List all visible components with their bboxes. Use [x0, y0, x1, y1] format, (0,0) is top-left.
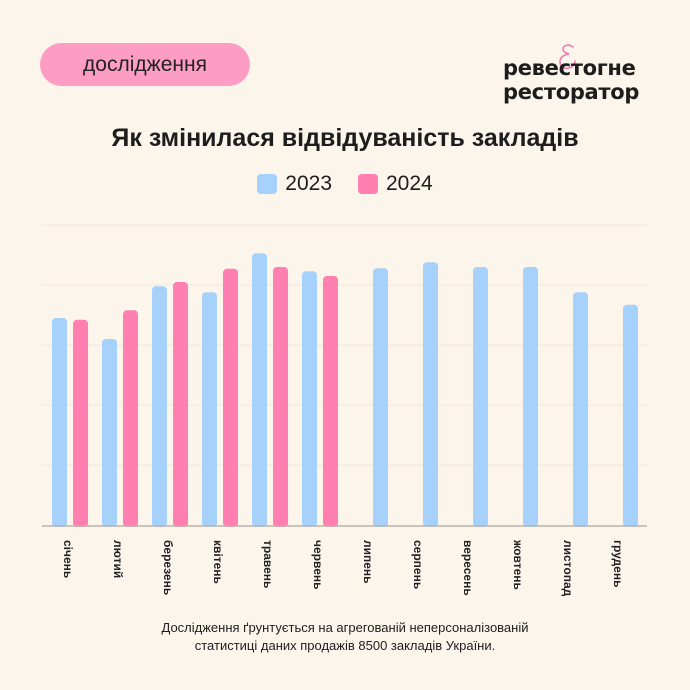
x-tick-label: січень	[61, 540, 75, 578]
footnote-line2: статистиці даних продажів 8500 закладів …	[194, 638, 496, 653]
bar-2023-7	[373, 268, 388, 527]
bar-2023-1	[52, 318, 67, 527]
legend-item-2023: 2023	[257, 172, 332, 196]
x-tick-label: серпень	[411, 540, 425, 589]
logo: ревестогне ресторатор	[503, 44, 640, 104]
bar-2023-10	[523, 267, 538, 527]
x-tick-label: квітень	[211, 540, 225, 584]
bar-2024-4	[223, 268, 238, 527]
legend: 2023 2024	[0, 172, 690, 196]
bar-2023-5	[252, 253, 267, 527]
x-tick-label: грудень	[611, 540, 625, 587]
chart-title: Як змінилася відвідуваність закладів	[111, 124, 579, 152]
bar-2024-2	[123, 310, 138, 527]
x-tick-label: лютий	[111, 540, 125, 578]
bar-2023-11	[573, 292, 588, 527]
logo-ampersand-icon	[559, 44, 576, 70]
legend-label-2023: 2023	[285, 172, 332, 195]
x-tick-label: вересень	[461, 540, 475, 596]
x-tick-label: листопад	[561, 540, 575, 597]
category-badge: дослідження	[40, 43, 250, 86]
bar-2024-5	[273, 267, 288, 527]
bar-2023-2	[102, 339, 117, 527]
x-tick-label: травень	[261, 540, 275, 588]
bar-2023-9	[473, 267, 488, 527]
x-tick-label: липень	[361, 540, 375, 584]
footnote-line1: Дослідження ґрунтується на агрегованій н…	[161, 620, 529, 635]
footnote: Дослідження ґрунтується на агрегованій н…	[0, 619, 690, 655]
x-tick-label: березень	[161, 540, 175, 595]
legend-swatch-2024	[358, 174, 378, 194]
x-tick-label: червень	[311, 540, 325, 590]
bar-2023-8	[423, 262, 438, 527]
logo-line2: ресторатор	[503, 80, 640, 104]
bar-2024-1	[73, 319, 88, 527]
legend-item-2024: 2024	[358, 172, 433, 196]
bar-2023-6	[302, 271, 317, 527]
logo-line1: ревестогне	[503, 56, 636, 80]
legend-swatch-2023	[257, 174, 278, 194]
legend-label-2024: 2024	[386, 172, 433, 195]
x-tick-label: жовтень	[511, 539, 525, 590]
bar-2023-3	[152, 286, 167, 527]
bar-2024-3	[173, 282, 188, 527]
bar-2023-12	[623, 304, 638, 527]
bar-2024-6	[323, 276, 338, 527]
bar-2023-4	[202, 292, 217, 527]
